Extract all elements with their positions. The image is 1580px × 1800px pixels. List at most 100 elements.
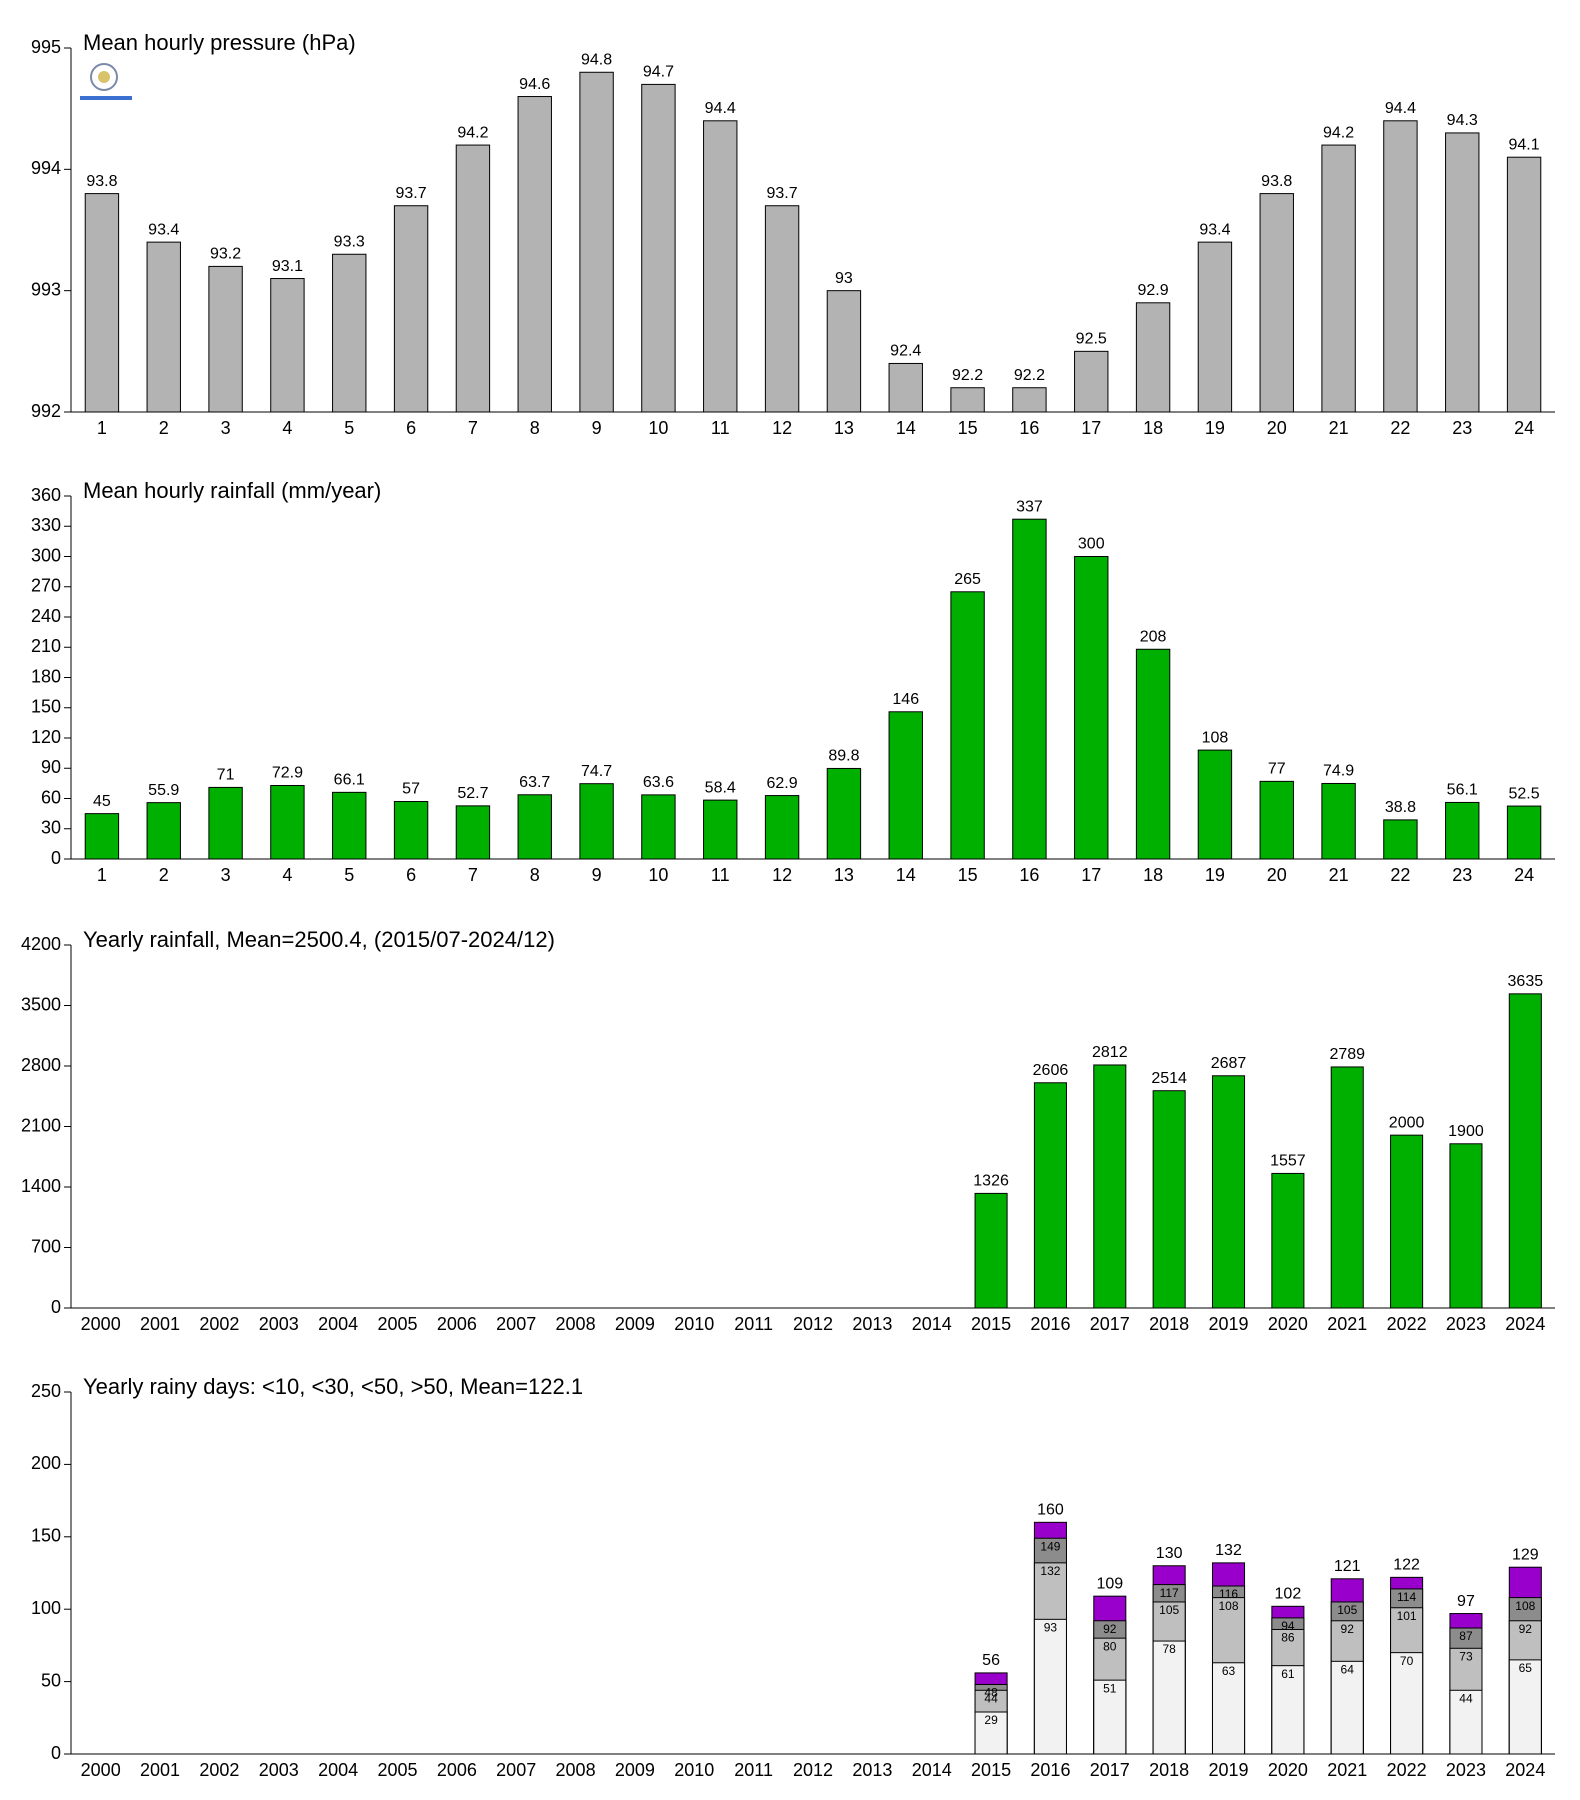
- chart-title: Mean hourly pressure (hPa): [83, 30, 356, 55]
- y-tick-label: 995: [31, 37, 61, 57]
- x-tick-label: 17: [1081, 418, 1101, 438]
- bar: [764, 205, 800, 413]
- bar: [1321, 144, 1356, 413]
- value-label: 52.5: [1509, 785, 1540, 802]
- x-tick-label: 2020: [1268, 1314, 1308, 1334]
- value-label: 94.4: [1385, 100, 1416, 117]
- x-tick-label: 4: [282, 865, 292, 885]
- value-label: 1900: [1448, 1123, 1484, 1140]
- x-tick-label: 11: [711, 418, 730, 438]
- value-label: 94.3: [1447, 112, 1478, 129]
- value-label: 71: [217, 767, 235, 784]
- x-tick-label: 8: [530, 418, 540, 438]
- chart-title: Yearly rainfall, Mean=2500.4, (2015/07-2…: [83, 927, 555, 952]
- segment-label: 80: [1103, 1639, 1117, 1653]
- x-tick-label: 2018: [1149, 1760, 1189, 1780]
- value-label: 92.2: [952, 367, 983, 384]
- chart-title: Yearly rainy days: <10, <30, <50, >50, M…: [83, 1374, 583, 1399]
- x-tick-label: 2012: [793, 1760, 833, 1780]
- value-label: 129: [1512, 1546, 1539, 1563]
- segment-label: 87: [1459, 1629, 1473, 1643]
- bar: [84, 193, 120, 413]
- x-tick-label: 2001: [140, 1760, 180, 1780]
- y-tick-label: 210: [31, 636, 61, 656]
- value-label: 94.7: [643, 64, 674, 81]
- x-tick-label: 2018: [1149, 1314, 1189, 1334]
- x-tick-label: 12: [772, 418, 792, 438]
- bar: [703, 120, 738, 413]
- value-label: 94.4: [705, 100, 736, 117]
- value-label: 97: [1457, 1593, 1475, 1610]
- y-tick-label: 994: [31, 158, 61, 178]
- x-tick-label: 19: [1205, 865, 1225, 885]
- bar: [1449, 1143, 1483, 1309]
- segment-label: 149: [1040, 1539, 1060, 1553]
- x-tick-label: 20: [1267, 865, 1287, 885]
- bar: [1012, 387, 1047, 413]
- x-tick-label: 2000: [81, 1314, 121, 1334]
- bar: [1033, 1618, 1067, 1755]
- y-tick-label: 992: [31, 401, 61, 421]
- bar: [1211, 1662, 1246, 1755]
- y-tick-label: 700: [31, 1236, 61, 1256]
- y-tick-label: 180: [31, 666, 61, 686]
- x-tick-label: 7: [468, 418, 478, 438]
- value-label: 208: [1140, 628, 1167, 645]
- x-tick-label: 14: [896, 865, 916, 885]
- value-label: 77: [1268, 761, 1286, 778]
- x-tick-label: 11: [711, 865, 730, 885]
- value-label: 94.2: [457, 124, 488, 141]
- value-label: 74.9: [1323, 763, 1354, 780]
- bar: [1093, 1064, 1127, 1309]
- x-tick-label: 23: [1452, 418, 1472, 438]
- x-tick-label: 2003: [259, 1760, 299, 1780]
- segment-label: 116: [1219, 1587, 1238, 1601]
- segment-label: 64: [1341, 1662, 1355, 1676]
- y-tick-label: 60: [41, 787, 61, 807]
- x-tick-label: 2004: [318, 1314, 358, 1334]
- value-label: 93.8: [1261, 173, 1292, 190]
- y-tick-label: 100: [31, 1598, 61, 1618]
- value-label: 92.2: [1014, 367, 1045, 384]
- segment-label: 44: [1459, 1691, 1473, 1705]
- y-tick-label: 0: [51, 1297, 61, 1317]
- value-label: 66.1: [334, 772, 365, 789]
- segment-label: 92: [1103, 1622, 1117, 1636]
- x-tick-label: 2008: [556, 1760, 596, 1780]
- value-label: 122: [1393, 1557, 1420, 1574]
- bar: [1012, 518, 1047, 860]
- bar: [1271, 1172, 1305, 1309]
- logo: [80, 63, 132, 100]
- bar: [888, 362, 923, 413]
- bar: [1330, 1660, 1364, 1755]
- segment-label: 105: [1159, 1603, 1179, 1617]
- value-label: 52.7: [457, 785, 488, 802]
- value-label: 109: [1096, 1575, 1123, 1592]
- y-tick-label: 2100: [21, 1115, 61, 1135]
- value-label: 57: [402, 781, 420, 798]
- value-label: 102: [1275, 1586, 1302, 1603]
- bar: [579, 783, 614, 860]
- x-tick-label: 21: [1329, 418, 1349, 438]
- bar: [332, 253, 367, 413]
- bar: [1508, 993, 1542, 1309]
- bar: [1074, 350, 1109, 413]
- x-tick-label: 2020: [1268, 1760, 1308, 1780]
- bar: [1506, 156, 1542, 413]
- x-tick-label: 2: [159, 865, 169, 885]
- x-tick-label: 24: [1514, 418, 1534, 438]
- value-label: 93: [835, 270, 853, 287]
- x-tick-label: 2016: [1030, 1314, 1070, 1334]
- x-tick-label: 7: [468, 865, 478, 885]
- y-tick-label: 240: [31, 606, 61, 626]
- value-label: 92.9: [1138, 282, 1169, 299]
- x-tick-label: 2024: [1505, 1760, 1545, 1780]
- x-tick-label: 2014: [912, 1760, 952, 1780]
- segment-label: 73: [1459, 1649, 1473, 1663]
- y-tick-label: 150: [31, 1526, 61, 1546]
- x-tick-label: 13: [834, 418, 854, 438]
- segment-label: 44: [984, 1691, 998, 1705]
- x-tick-label: 2003: [259, 1314, 299, 1334]
- x-tick-label: 17: [1081, 865, 1101, 885]
- x-tick-label: 2015: [971, 1760, 1011, 1780]
